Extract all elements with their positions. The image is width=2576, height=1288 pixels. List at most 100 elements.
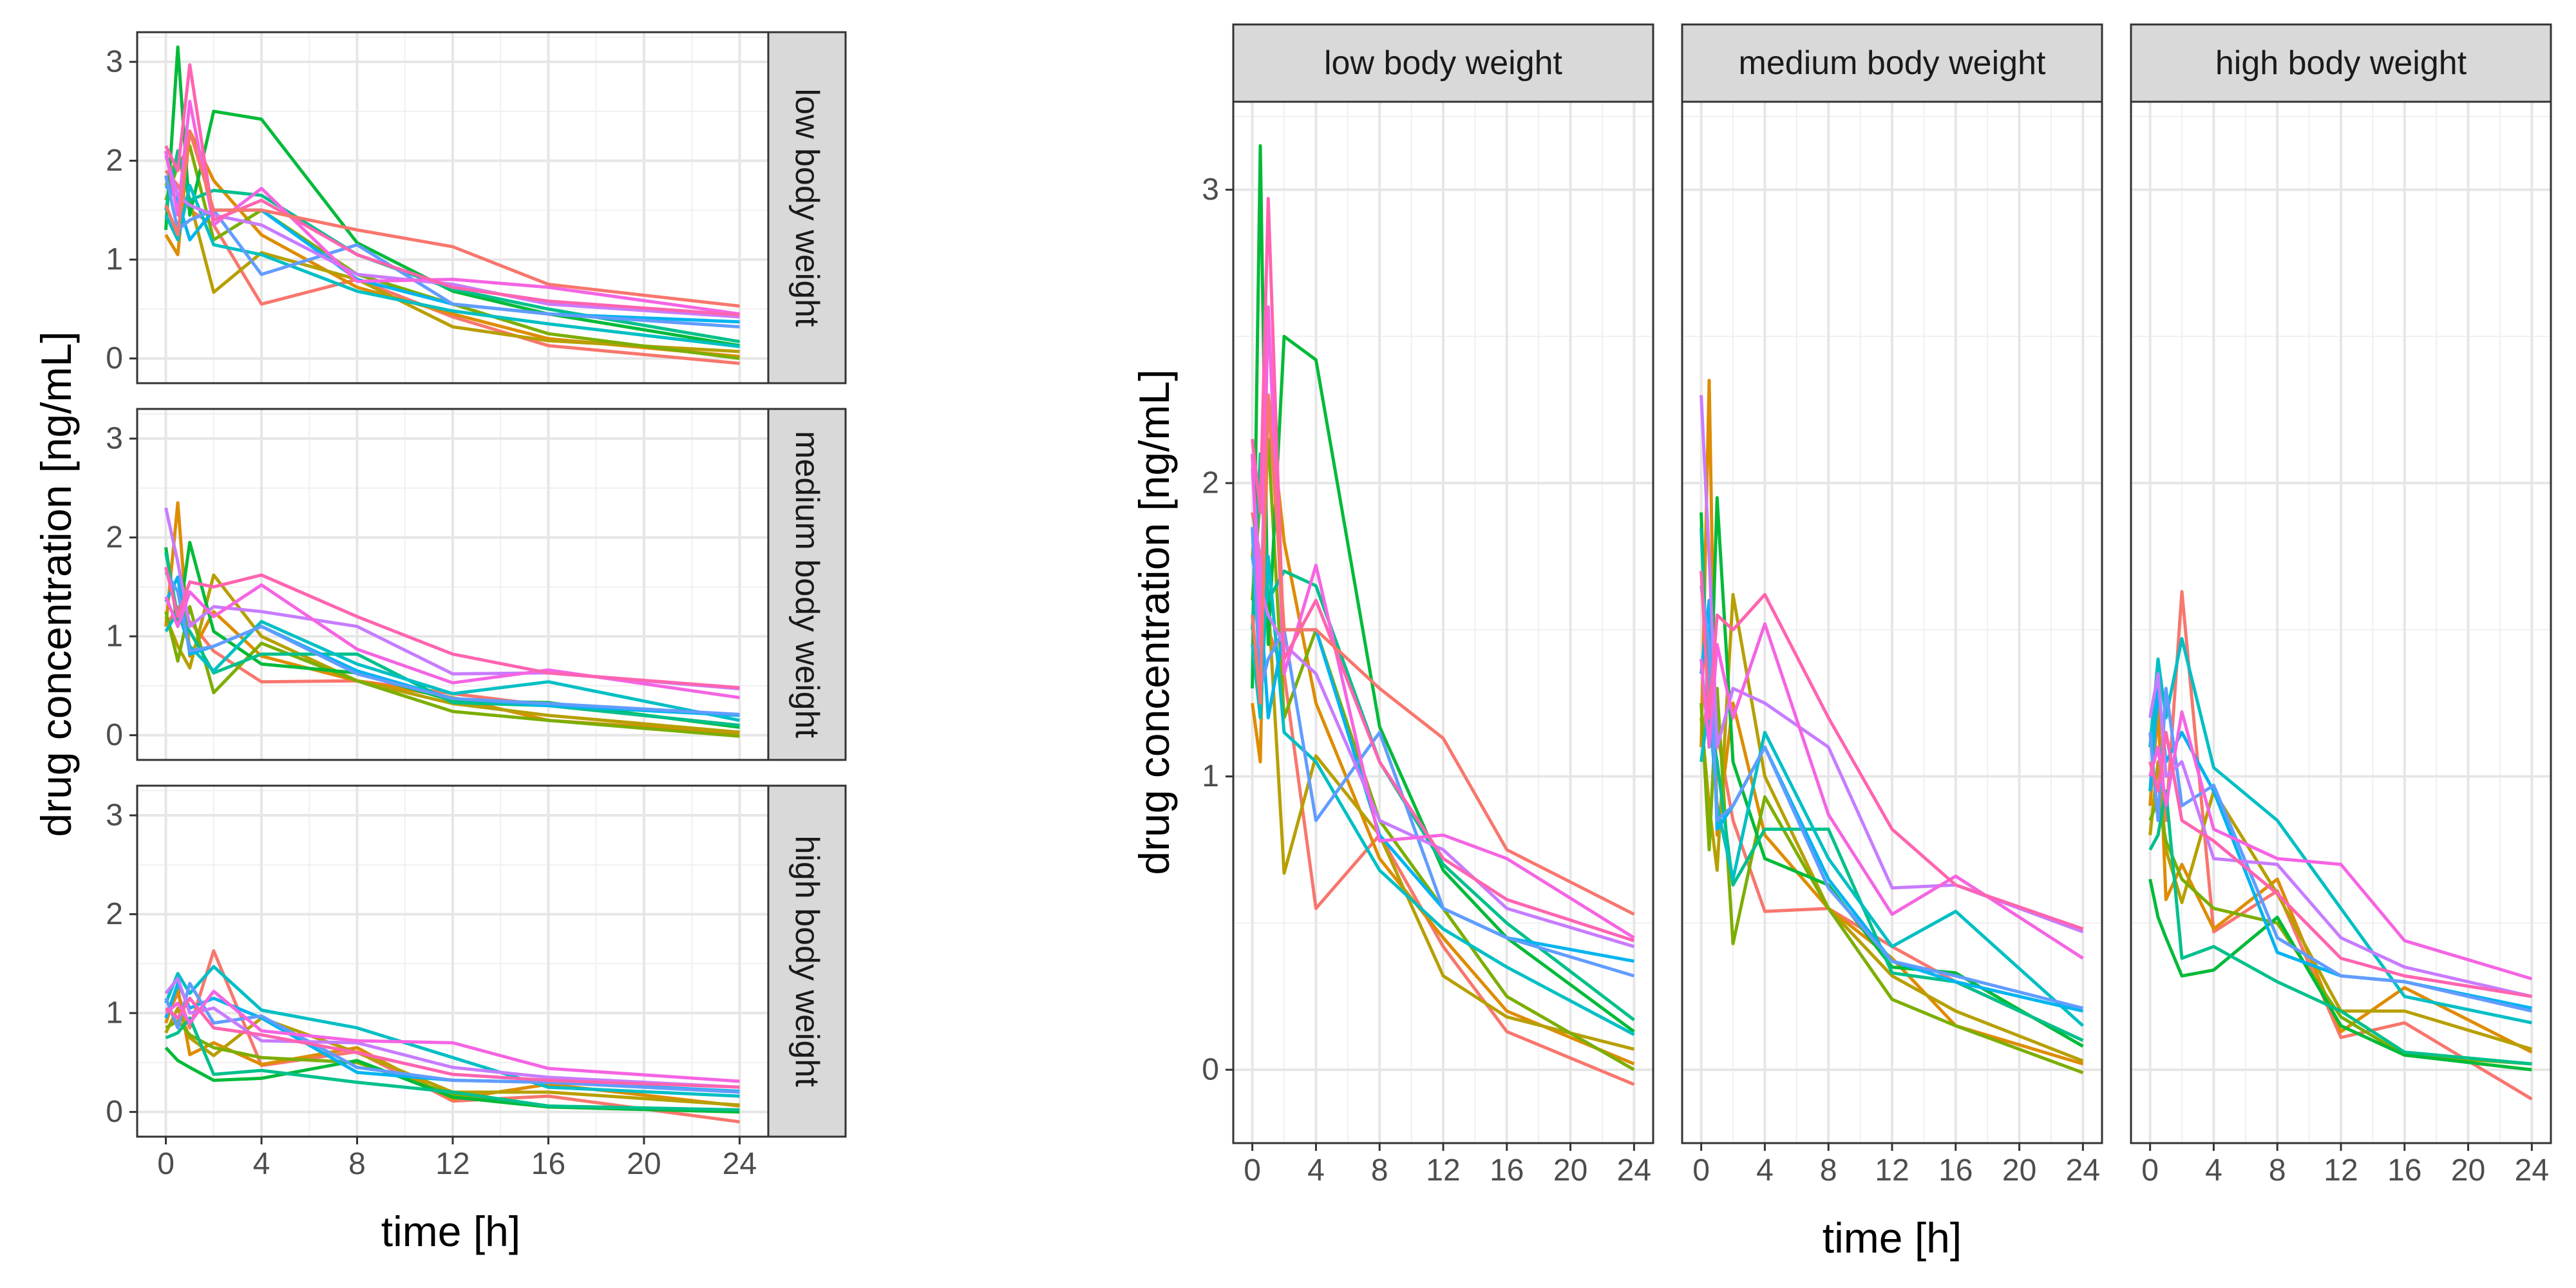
x-tick-label: 24 bbox=[723, 1147, 757, 1181]
x-tick-label: 16 bbox=[1490, 1153, 1524, 1188]
series-line-7 bbox=[1251, 554, 1635, 1036]
y-tick-label: 1 bbox=[106, 243, 123, 277]
series-line-10 bbox=[1700, 395, 2084, 934]
series-line-12 bbox=[1700, 571, 2084, 931]
series-line-11 bbox=[1700, 622, 2084, 960]
facet-strip-label: high body weight bbox=[2215, 44, 2467, 82]
series-line-12 bbox=[164, 63, 740, 317]
x-tick-label: 8 bbox=[1820, 1153, 1837, 1188]
series-line-3 bbox=[164, 573, 740, 734]
series-line-12 bbox=[164, 996, 740, 1089]
y-tick-label: 2 bbox=[106, 520, 123, 554]
y-tick-label: 0 bbox=[106, 341, 123, 375]
y-tick-label: 0 bbox=[106, 718, 123, 752]
series-line-12 bbox=[2148, 730, 2532, 998]
x-axis-title: time [h] bbox=[1823, 1214, 1962, 1262]
series-line-11 bbox=[164, 100, 740, 316]
y-tick-label: 3 bbox=[106, 799, 123, 833]
x-tick-label: 4 bbox=[2205, 1153, 2222, 1188]
series-line-10 bbox=[164, 976, 740, 1089]
y-tick-label: 3 bbox=[106, 45, 123, 79]
x-tick-label: 4 bbox=[253, 1147, 270, 1181]
x-tick-label: 20 bbox=[1553, 1153, 1587, 1188]
facet-strip bbox=[767, 408, 847, 761]
y-tick-label: 1 bbox=[106, 996, 123, 1030]
x-tick-label: 12 bbox=[1875, 1153, 1909, 1188]
series-line-4 bbox=[164, 605, 740, 738]
series-line-7 bbox=[2148, 637, 2532, 1025]
x-tick-label: 4 bbox=[1756, 1153, 1774, 1188]
x-tick-label: 16 bbox=[2387, 1153, 2421, 1188]
y-tick-label: 0 bbox=[106, 1095, 123, 1129]
facet-strip bbox=[1232, 23, 1654, 103]
y-tick-label: 2 bbox=[1202, 466, 1219, 500]
series-line-5 bbox=[2148, 878, 2532, 1072]
y-tick-label: 1 bbox=[1202, 759, 1219, 793]
y-axis-title: drug concentration [ng/mL] bbox=[1130, 369, 1178, 875]
facet-strip-label: medium body weight bbox=[788, 431, 826, 738]
y-tick-label: 3 bbox=[1202, 173, 1219, 207]
facet-strip-label: high body weight bbox=[788, 835, 826, 1087]
x-tick-label: 8 bbox=[2269, 1153, 2286, 1188]
x-tick-label: 16 bbox=[1938, 1153, 1973, 1188]
series-line-4 bbox=[1700, 687, 2084, 1075]
x-tick-label: 12 bbox=[2324, 1153, 2358, 1188]
y-tick-label: 0 bbox=[1202, 1053, 1219, 1087]
x-tick-label: 20 bbox=[627, 1147, 661, 1181]
x-tick-label: 12 bbox=[1426, 1153, 1460, 1188]
series-line-9 bbox=[164, 175, 740, 328]
series-line-11 bbox=[1251, 305, 1635, 940]
x-tick-label: 20 bbox=[2002, 1153, 2036, 1188]
x-tick-label: 0 bbox=[1692, 1153, 1710, 1188]
facet-strip bbox=[2130, 23, 2552, 103]
facet-strip-label: medium body weight bbox=[1739, 44, 2046, 82]
facet-strip-label: low body weight bbox=[1324, 44, 1563, 82]
series-line-6 bbox=[165, 1016, 740, 1112]
facet-strip-label: low body weight bbox=[788, 89, 826, 328]
y-tick-label: 2 bbox=[106, 897, 123, 931]
facet-strip bbox=[767, 784, 847, 1138]
series-line-7 bbox=[164, 184, 740, 348]
x-tick-label: 24 bbox=[1617, 1153, 1651, 1188]
x-tick-label: 8 bbox=[348, 1147, 366, 1181]
series-line-7 bbox=[164, 610, 740, 723]
series-line-5 bbox=[1251, 144, 1635, 1033]
x-tick-label: 4 bbox=[1307, 1153, 1325, 1188]
x-tick-label: 16 bbox=[531, 1147, 565, 1181]
series-line-2 bbox=[1700, 379, 2084, 1066]
x-tick-label: 20 bbox=[2451, 1153, 2485, 1188]
panel-high: high body weight 0 4 8 12 16 20 24 bbox=[2130, 23, 2552, 1188]
y-tick-label: 1 bbox=[106, 620, 123, 654]
x-tick-label: 0 bbox=[157, 1147, 175, 1181]
x-tick-label: 8 bbox=[1371, 1153, 1388, 1188]
x-tick-label: 0 bbox=[2141, 1153, 2159, 1188]
series-line-10 bbox=[2148, 672, 2532, 998]
y-axis-title: drug concentration [ng/mL] bbox=[32, 331, 80, 837]
series-line-13 bbox=[164, 129, 740, 308]
x-axis-title: time [h] bbox=[381, 1208, 520, 1255]
series-line-5 bbox=[164, 1046, 740, 1114]
x-tick-label: 0 bbox=[1244, 1153, 1261, 1188]
panel-medium: medium body weight 0 4 8 12 16 20 24 bbox=[1681, 23, 2103, 1188]
facet-strip bbox=[1681, 23, 2103, 103]
panel-low: low body weight 0 1 2 3 bbox=[106, 31, 847, 384]
x-tick-label: 24 bbox=[2515, 1153, 2549, 1188]
x-tick-label: 12 bbox=[435, 1147, 469, 1181]
series-line-12 bbox=[1251, 196, 1635, 943]
series-line-13 bbox=[1251, 393, 1635, 916]
y-tick-label: 2 bbox=[106, 144, 123, 178]
series-line-5 bbox=[164, 45, 740, 348]
series-line-6 bbox=[2148, 789, 2532, 1066]
y-tick-label: 3 bbox=[106, 422, 123, 456]
x-tick-label: 24 bbox=[2066, 1153, 2100, 1188]
series-line-12 bbox=[164, 567, 740, 690]
panel-medium: medium body weight 0 1 2 3 bbox=[106, 408, 847, 761]
series-line-11 bbox=[164, 583, 740, 699]
facet-strip bbox=[767, 31, 847, 384]
series-line-9 bbox=[1251, 527, 1635, 978]
